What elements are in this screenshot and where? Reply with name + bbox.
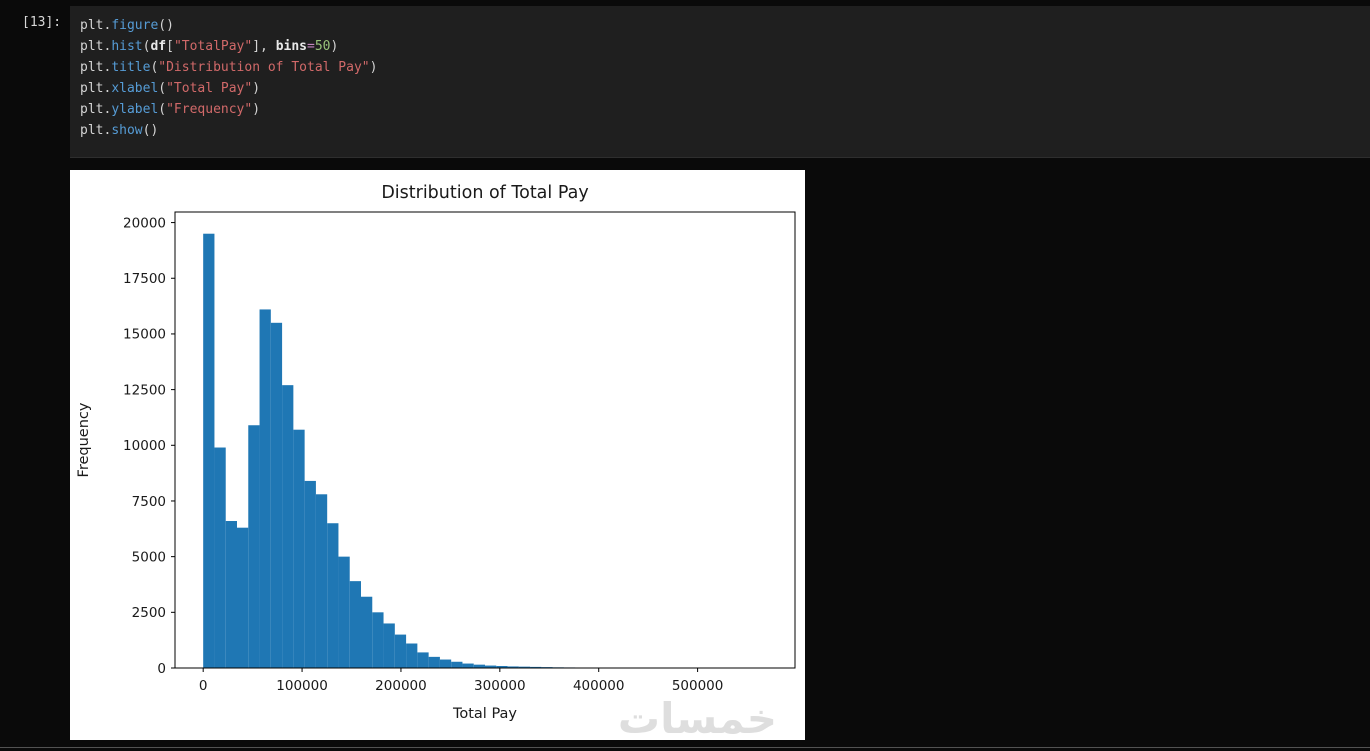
code-line: plt.figure(): [80, 18, 174, 33]
histogram-bar: [338, 556, 350, 668]
x-tick-label: 300000: [474, 678, 526, 694]
histogram-bar: [462, 663, 474, 668]
output-figure: 0 100000 200000 300000 400000 500000 0 2500 5000…: [70, 170, 805, 740]
histogram-bar: [496, 666, 508, 668]
x-tick-label: 200000: [375, 678, 427, 694]
histogram-bar: [406, 643, 418, 668]
y-tick-label: 0: [157, 661, 166, 677]
histogram-bar: [530, 666, 542, 668]
code-editor[interactable]: plt.figure() plt.hist(df["TotalPay"], bin…: [80, 15, 1360, 141]
axes-frame: [174, 211, 796, 669]
histogram-bar: [237, 527, 249, 668]
code-line: plt.xlabel("Total Pay"): [80, 81, 261, 96]
histogram-bar: [327, 523, 339, 668]
watermark: خمسات: [617, 694, 777, 743]
y-tick-label: 5000: [132, 549, 166, 565]
histogram-bar: [507, 666, 519, 668]
histogram-bar: [361, 596, 373, 668]
histogram-bar: [383, 623, 395, 668]
y-tick-label: 2500: [132, 605, 166, 621]
chart-title: Distribution of Total Pay: [381, 183, 588, 203]
histogram-bar: [203, 233, 215, 668]
histogram-bar: [315, 494, 328, 668]
histogram-bar: [518, 666, 531, 668]
histogram-bar: [282, 385, 294, 668]
histogram-bar: [248, 425, 260, 668]
y-tick-label: 10000: [123, 438, 166, 454]
histogram-bar: [270, 322, 283, 668]
x-tick-label: 0: [199, 678, 208, 694]
y-tick-label: 17500: [123, 271, 166, 287]
y-tick-label: 7500: [132, 494, 166, 510]
code-line: plt.ylabel("Frequency"): [80, 102, 261, 117]
histogram-bar: [485, 665, 497, 668]
code-line: plt.title("Distribution of Total Pay"): [80, 60, 378, 75]
x-tick-label: 100000: [276, 678, 328, 694]
histogram-bar: [428, 656, 440, 668]
histogram-bar: [451, 661, 463, 668]
x-tick-label: 400000: [573, 678, 625, 694]
histogram-bar: [225, 521, 237, 668]
histogram-bar: [214, 447, 226, 668]
histogram-bar: [372, 612, 384, 668]
histogram-bar: [304, 480, 316, 668]
execution-prompt: [13]:: [22, 15, 62, 30]
histogram-bar: [394, 634, 407, 668]
code-line: plt.show(): [80, 123, 159, 138]
histogram-bar: [417, 652, 429, 668]
y-tick-label: 12500: [123, 382, 166, 398]
x-axis-label: Total Pay: [452, 706, 517, 722]
code-line: plt.hist(df["TotalPay"], bins=50): [80, 39, 339, 54]
code-cell[interactable]: plt.figure() plt.hist(df["TotalPay"], bin…: [70, 6, 1370, 158]
x-tick-label: 500000: [672, 678, 724, 694]
cell-divider: [0, 747, 1370, 748]
histogram-chart: 0 100000 200000 300000 400000 500000 0 2500 5000…: [76, 183, 796, 722]
histogram-bar: [439, 659, 452, 668]
histogram-bar: [473, 664, 485, 668]
histogram-bar: [293, 429, 305, 668]
histogram-bar: [349, 581, 361, 668]
y-tick-label: 15000: [123, 327, 166, 343]
histogram-bar: [259, 309, 271, 668]
y-axis-label: Frequency: [76, 402, 92, 477]
y-tick-label: 20000: [123, 215, 166, 231]
